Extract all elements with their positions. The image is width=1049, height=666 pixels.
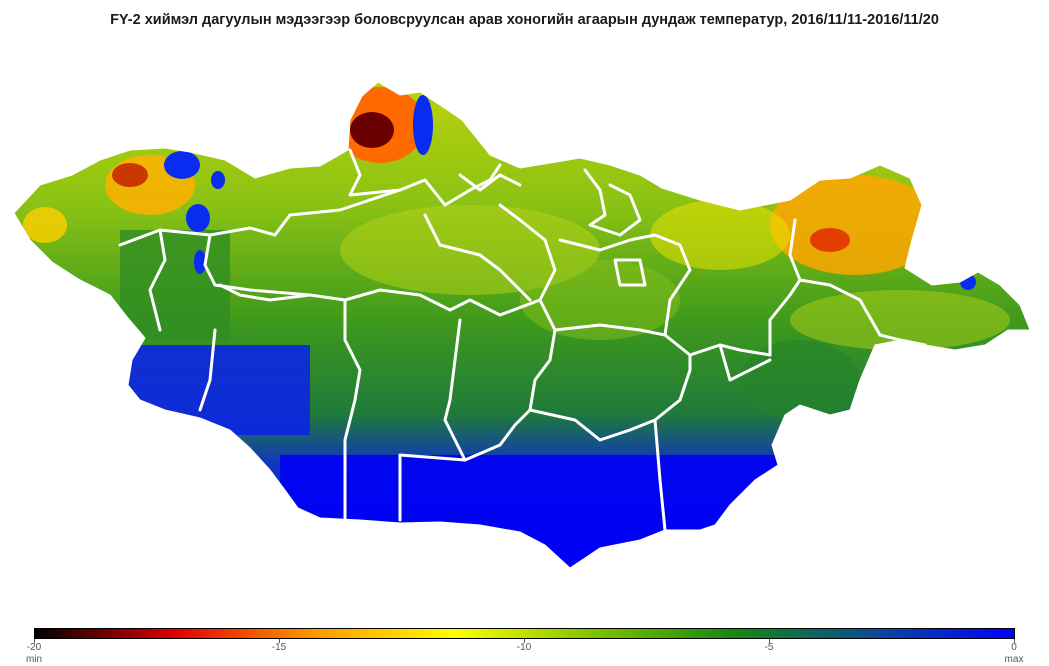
colorbar-tick-label: -5 [764,642,774,653]
colorbar-tick [769,639,770,643]
colorbar-max-label: max [1004,654,1024,665]
map-title: FY-2 хиймэл дагуулын мэдээгээр боловсруу… [110,12,939,28]
lake-buir [960,274,976,290]
colorbar-tick [34,639,35,643]
colorbar-tick [524,639,525,643]
lake-khuvsgul [413,95,433,155]
colorbar-tick [1014,639,1015,643]
colorbar [34,628,1015,639]
lake-uvs [164,151,200,179]
colorbar-min-label: min [25,654,43,665]
lake-khyargas [186,204,210,232]
colorbar-tick-label: -15 [271,642,287,653]
province-boundaries [118,148,927,532]
colorbar-tick-label: -20 [26,642,42,653]
colorbar-tick [279,639,280,643]
lake-airag [211,171,225,189]
temperature-map [13,81,1031,569]
colorbar-tick-label: -10 [516,642,532,653]
lake-khar-us [194,250,206,274]
colorbar-tick-label: 0 [1011,642,1017,653]
